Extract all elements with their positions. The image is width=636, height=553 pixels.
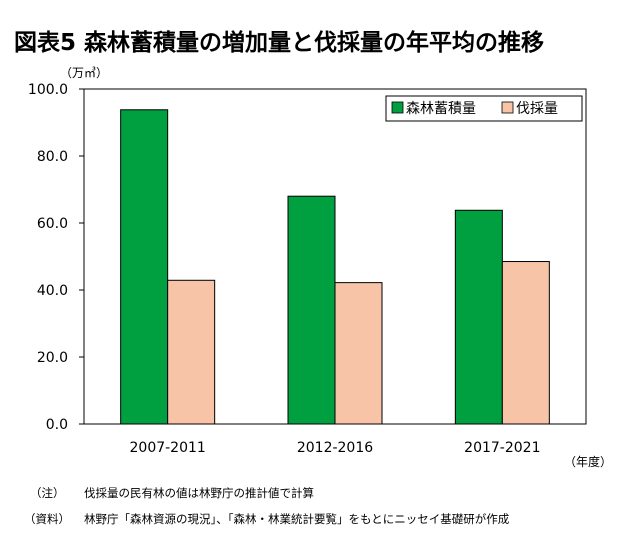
legend-box (385, 95, 583, 122)
bar (334, 282, 383, 425)
y-axis-unit: （万㎥） (60, 66, 108, 80)
legend-swatch-harvest (501, 101, 514, 114)
x-tick-label: 2017-2021 (464, 440, 540, 456)
bars (120, 109, 550, 425)
y-tick-label: 20.0 (37, 350, 68, 366)
source-text: 林野庁「森林資源の現況」、「森林・林業統計要覧」をもとにニッセイ基礎研が作成 (84, 512, 510, 526)
note-text: 伐採量の民有林の値は林野庁の推計値で計算 (84, 486, 314, 500)
legend-swatch-forest (391, 101, 404, 114)
note-label: （注） (30, 486, 65, 500)
legend-label-harvest: 伐採量 (516, 101, 558, 117)
bar (287, 195, 336, 425)
chart-title: 図表5 森林蓄積量の増加量と伐採量の年平均の推移 (14, 29, 544, 56)
bar (501, 261, 550, 425)
bar (167, 279, 216, 425)
x-axis-unit: （年度） (564, 454, 612, 469)
bar (454, 209, 503, 425)
legend-label-forest: 森林蓄積量 (406, 101, 476, 117)
bar (120, 109, 169, 425)
y-axis: 0.0 20.0 40.0 60.0 80.0 100.0 (28, 82, 84, 433)
y-tick-label: 100.0 (28, 82, 68, 98)
x-axis: 2007-2011 2012-2016 2017-2021 (130, 440, 541, 456)
x-tick-label: 2007-2011 (130, 440, 206, 456)
x-tick-label: 2012-2016 (297, 440, 373, 456)
legend: 森林蓄積量 伐採量 (385, 95, 583, 122)
source-label: （資料） (24, 512, 70, 526)
y-tick-label: 0.0 (46, 417, 68, 433)
y-tick-label: 40.0 (37, 283, 68, 299)
y-tick-label: 60.0 (37, 216, 68, 232)
y-tick-label: 80.0 (37, 149, 68, 165)
